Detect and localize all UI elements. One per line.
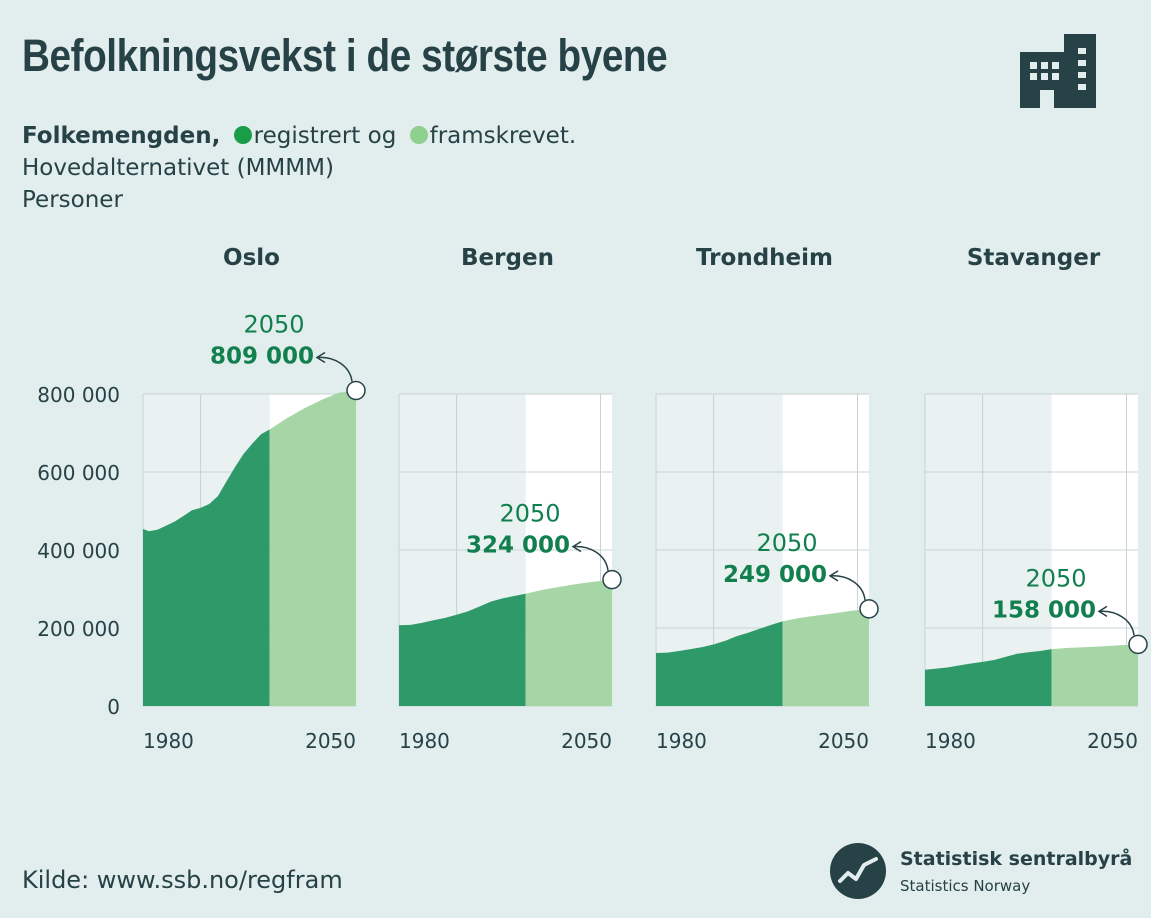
y-tick-label: 400 000 <box>37 539 120 563</box>
annotation-value: 249 000 <box>723 562 827 588</box>
ssb-logo-icon <box>830 843 886 899</box>
y-tick-label: 0 <box>107 695 120 719</box>
end-point-marker <box>346 380 366 401</box>
source-text: Kilde: www.ssb.no/regfram <box>22 866 343 894</box>
building-icon <box>1020 34 1096 108</box>
area-registered <box>399 593 526 706</box>
area-projected <box>1051 644 1138 706</box>
annotation-value: 158 000 <box>992 597 1096 623</box>
annotation-arrow <box>830 575 866 601</box>
chart-panel-stavanger <box>924 393 1148 707</box>
x-tick-label: 1980 <box>925 729 976 753</box>
area-projected <box>269 390 356 706</box>
panel-title: Oslo <box>223 245 280 271</box>
y-tick-label: 200 000 <box>37 617 120 641</box>
area-projected <box>525 579 612 706</box>
area-registered <box>143 429 270 706</box>
legend-registered-label: registrert og <box>253 123 397 149</box>
x-tick-label: 2050 <box>561 729 612 753</box>
annotation-arrowhead <box>571 541 582 553</box>
x-tick-label: 2050 <box>305 729 356 753</box>
annotation-year: 2050 <box>1025 564 1086 592</box>
annotation-arrow <box>1099 610 1135 636</box>
ssb-name: Statistisk sentralbyrå <box>900 848 1133 870</box>
annotation-arrowhead <box>1097 605 1108 618</box>
x-tick-label: 2050 <box>1087 729 1138 753</box>
annotation-value: 324 000 <box>466 533 570 559</box>
area-registered <box>656 621 783 706</box>
annotation-arrow <box>317 356 353 382</box>
panel-title: Bergen <box>461 245 554 271</box>
page-title: Befolkningsvekst i de største byene <box>22 30 668 81</box>
x-tick-label: 1980 <box>656 729 707 753</box>
chart-panel-trondheim <box>655 393 879 707</box>
annotation-year: 2050 <box>243 310 304 338</box>
annotation-arrow <box>573 545 609 571</box>
annotation-year: 2050 <box>499 500 560 528</box>
chart-subtitle: Folkemengden, registrert og framskrevet.… <box>22 120 576 216</box>
x-tick-label: 1980 <box>143 729 194 753</box>
legend-registered-dot <box>233 126 252 144</box>
legend-projected-label: framskrevet. <box>429 123 577 149</box>
panel-title: Stavanger <box>967 245 1101 271</box>
chart-panel-oslo <box>142 351 366 707</box>
x-tick-label: 2050 <box>818 729 869 753</box>
y-tick-label: 800 000 <box>37 383 120 407</box>
annotation-value: 809 000 <box>210 343 314 369</box>
chart-panel-bergen <box>398 393 622 707</box>
end-point-marker <box>1128 634 1148 655</box>
end-point-marker <box>859 599 879 619</box>
subtitle-unit: Personer <box>22 187 123 213</box>
subtitle-bold: Folkemengden, <box>22 123 221 149</box>
annotation-arrowhead <box>315 351 326 364</box>
annotation-arrowhead <box>828 570 839 582</box>
x-tick-label: 1980 <box>399 729 450 753</box>
y-tick-label: 600 000 <box>37 461 120 485</box>
area-projected <box>782 608 869 706</box>
annotation-year: 2050 <box>756 529 817 557</box>
panel-title: Trondheim <box>696 245 833 271</box>
area-registered <box>925 649 1052 706</box>
subtitle-line-2: Hovedalternativet (MMMM) <box>22 155 334 181</box>
ssb-name-en: Statistics Norway <box>900 877 1031 895</box>
end-point-marker <box>602 569 622 590</box>
legend-projected-dot <box>409 126 428 144</box>
